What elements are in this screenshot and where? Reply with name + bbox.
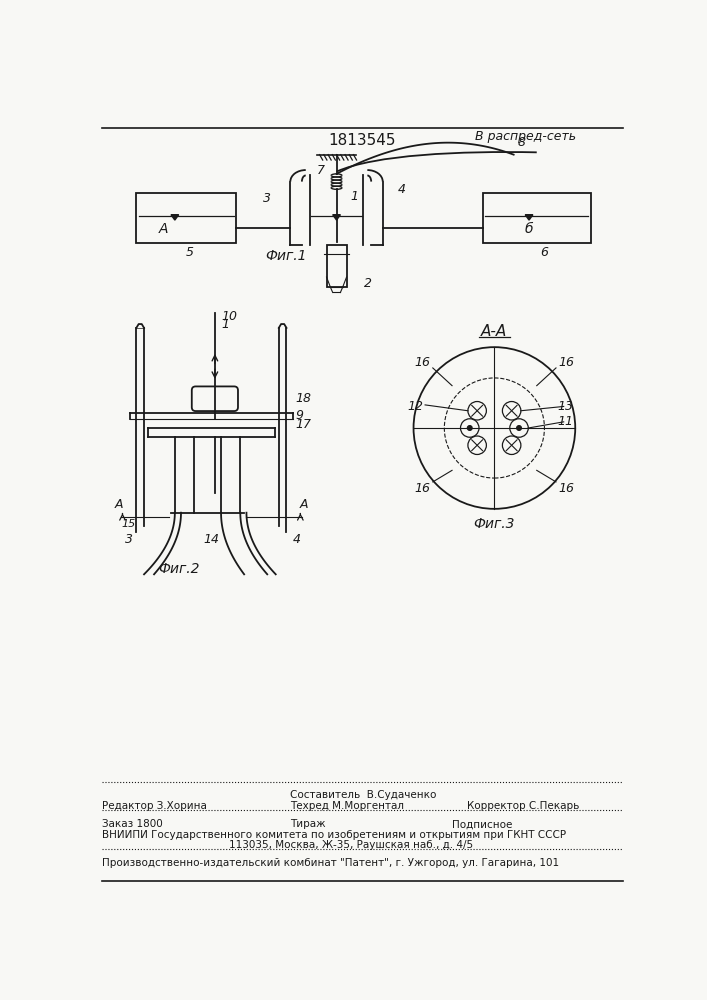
Text: 15: 15 [122,519,136,529]
Text: 18: 18 [296,392,312,405]
Text: 10: 10 [221,310,237,323]
FancyBboxPatch shape [192,386,238,411]
Circle shape [468,436,486,454]
Text: Составитель  В.Судаченко: Составитель В.Судаченко [291,790,437,800]
Text: 16: 16 [415,482,431,495]
Text: 3: 3 [263,192,271,205]
Text: А: А [115,498,124,512]
Text: 14: 14 [203,533,219,546]
Text: Подписное: Подписное [452,819,513,829]
Bar [483,193,590,243]
Text: Производственно-издательский комбинат "Патент", г. Ужгород, ул. Гагарина, 101: Производственно-издательский комбинат "П… [102,858,559,868]
Circle shape [510,419,528,437]
Text: 4: 4 [398,183,406,196]
Bar [136,193,236,243]
Circle shape [468,402,486,420]
Text: Корректор С.Пекарь: Корректор С.Пекарь [467,801,580,811]
Text: Редактор З.Хорина: Редактор З.Хорина [102,801,206,811]
Text: Тираж: Тираж [291,819,326,829]
Text: ВНИИПИ Государственного комитета по изобретениям и открытиям при ГКНТ СССР: ВНИИПИ Государственного комитета по изоб… [102,830,566,840]
Circle shape [467,426,472,430]
Text: 16: 16 [558,482,574,495]
Polygon shape [171,215,179,220]
Text: 17: 17 [296,418,312,431]
Text: Заказ 1800: Заказ 1800 [102,819,163,829]
Text: Фиг.1: Фиг.1 [266,249,308,263]
Text: 1: 1 [351,190,358,204]
Circle shape [503,402,521,420]
Text: 4: 4 [293,533,300,546]
Text: 11: 11 [558,415,573,428]
Polygon shape [333,215,340,220]
Text: 12: 12 [407,400,423,413]
Polygon shape [525,215,533,220]
Text: 5: 5 [186,246,194,259]
Text: 13: 13 [558,400,573,413]
Text: 6: 6 [540,246,549,259]
Text: 9: 9 [296,409,304,422]
Circle shape [503,436,521,454]
Text: 113035, Москва, Ж-35, Раушская наб., д. 4/5: 113035, Москва, Ж-35, Раушская наб., д. … [229,840,473,850]
Text: 3: 3 [124,533,132,546]
Circle shape [517,426,521,430]
Text: А: А [299,498,308,512]
Text: 7: 7 [317,164,325,177]
Text: Техред М.Моргентал: Техред М.Моргентал [291,801,404,811]
Text: А: А [158,222,168,236]
Text: б: б [525,222,533,236]
Text: Фиг.2: Фиг.2 [158,562,199,576]
Bar [327,245,346,287]
Text: А-А: А-А [481,324,508,339]
Text: Фиг.3: Фиг.3 [474,517,515,531]
Text: 16: 16 [558,356,574,369]
Text: 2: 2 [363,277,371,290]
Text: 1813545: 1813545 [328,133,396,148]
Text: 8: 8 [518,136,525,149]
Text: 1: 1 [221,318,229,331]
Circle shape [460,419,479,437]
Text: 16: 16 [415,356,431,369]
Text: В распред-сеть: В распред-сеть [475,130,576,143]
